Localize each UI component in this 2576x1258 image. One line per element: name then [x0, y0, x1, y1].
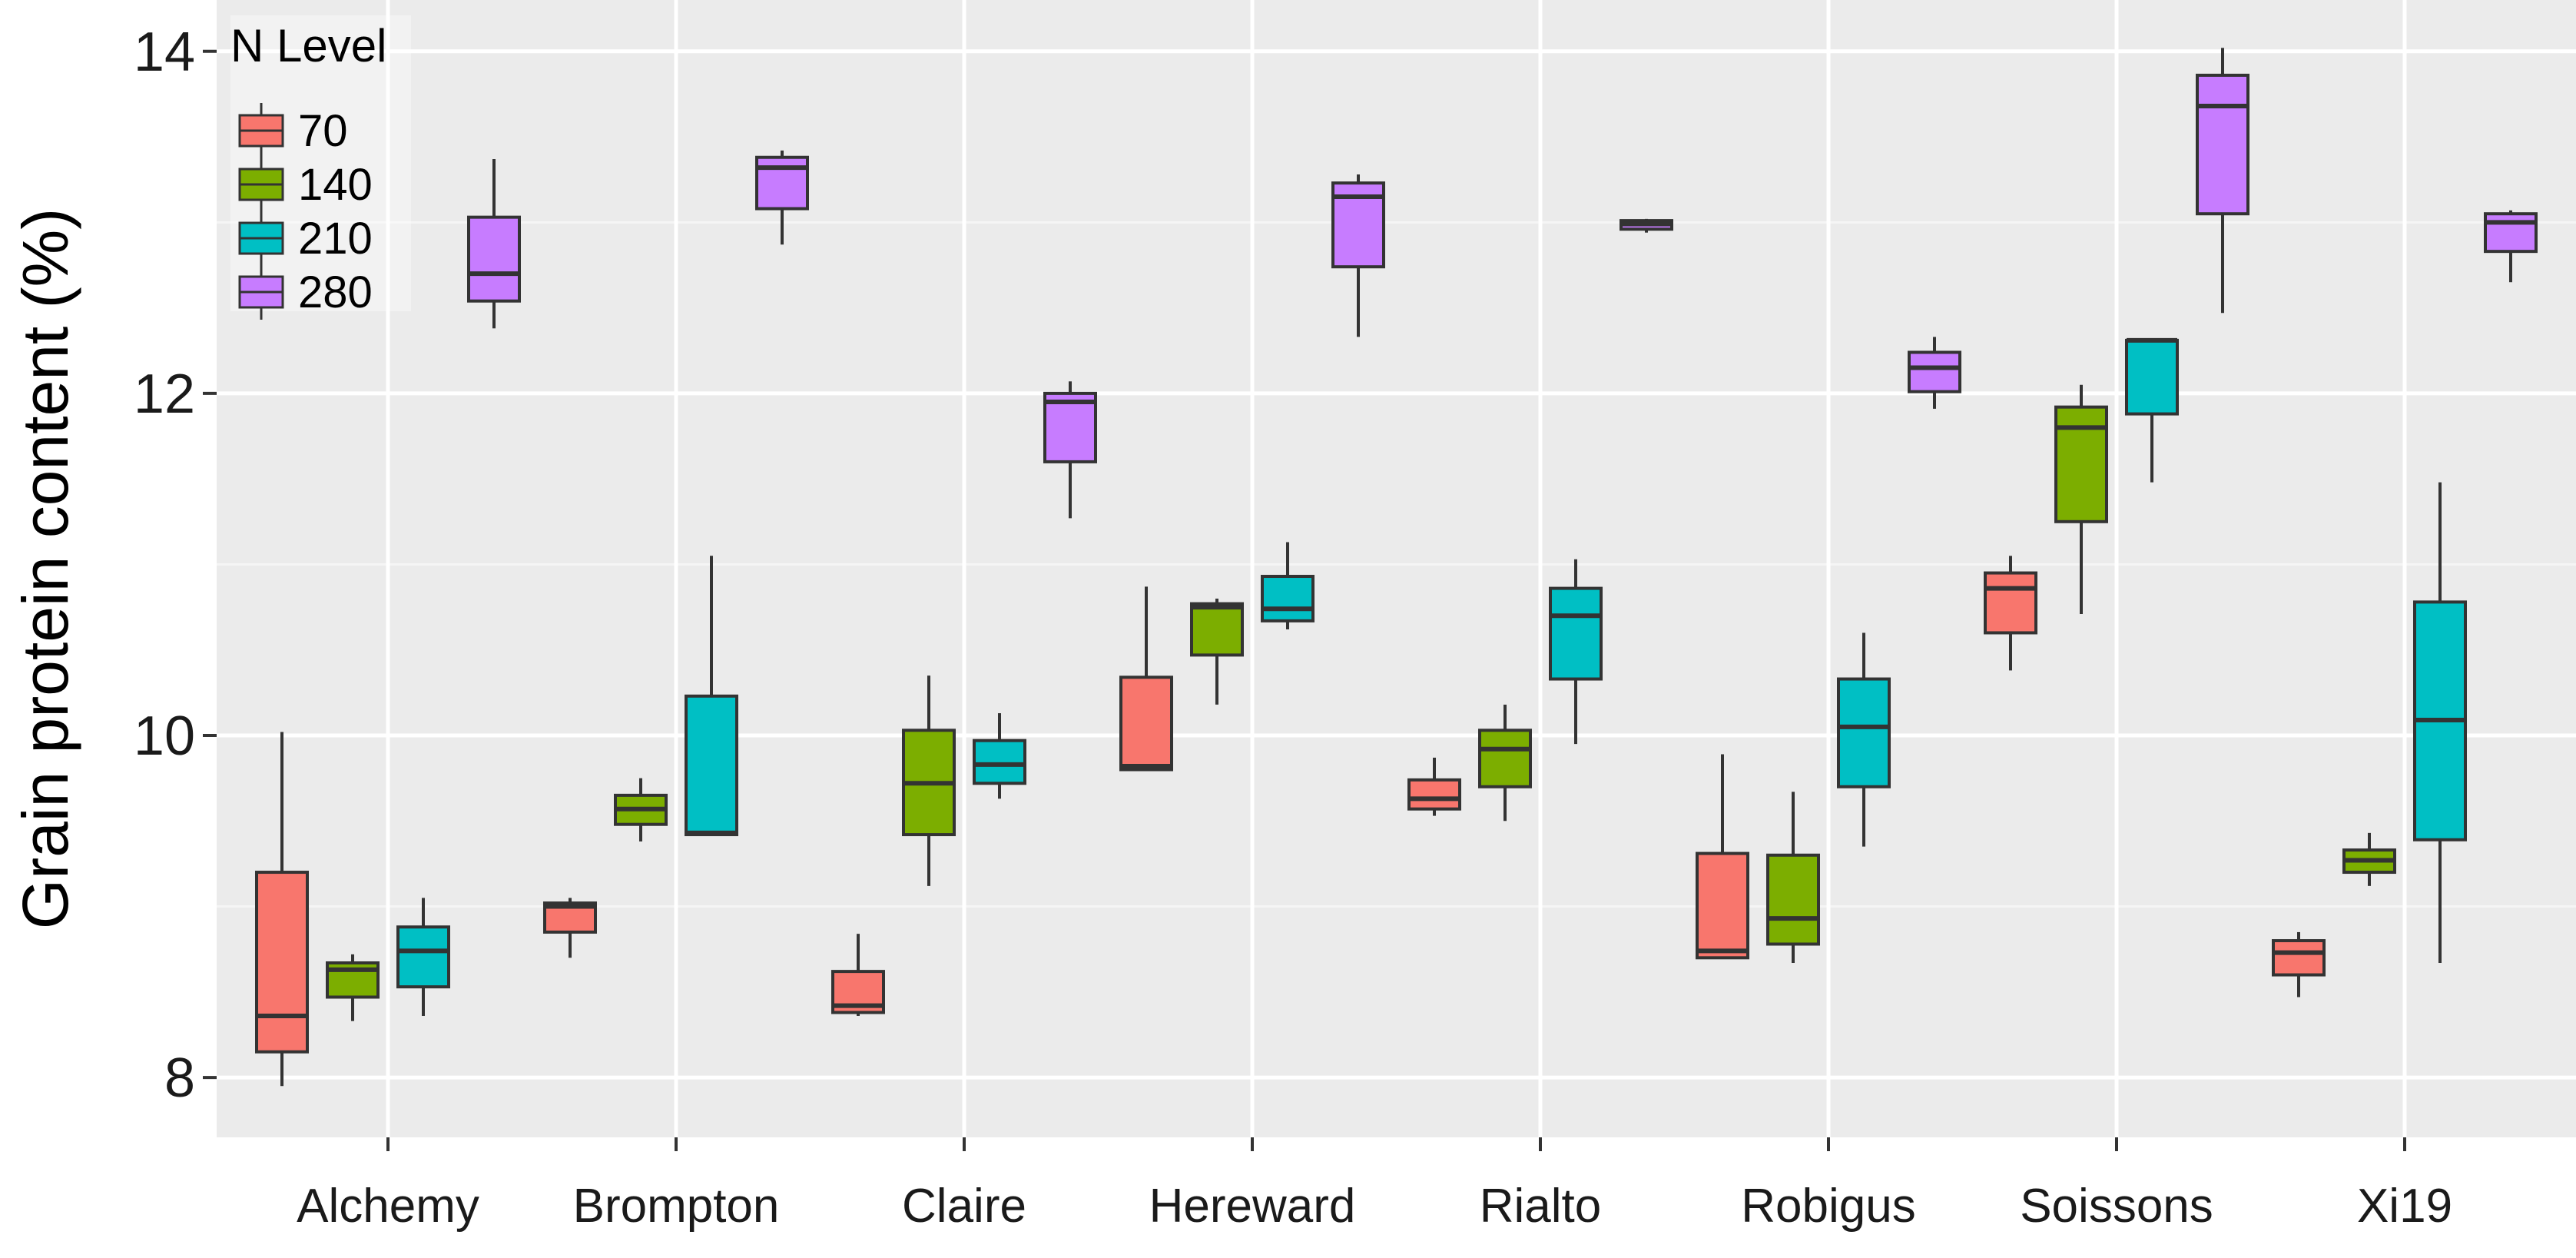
legend-item-210: 210 — [238, 211, 373, 266]
y-tick-label: 10 — [134, 705, 195, 767]
iqr-box — [1696, 851, 1749, 960]
iqr-box — [1261, 575, 1315, 622]
iqr-box — [1766, 853, 1820, 946]
iqr-box — [1837, 677, 1891, 788]
iqr-box — [755, 155, 809, 211]
x-category-label: Alchemy — [297, 1180, 479, 1233]
box-70-robigus — [1696, 754, 1749, 960]
iqr-box — [1407, 778, 1461, 811]
legend-label: 280 — [298, 267, 373, 317]
box-210-claire — [973, 713, 1026, 799]
legend-label: 70 — [298, 106, 348, 156]
box-280-alchemy — [467, 158, 521, 329]
box-140-claire — [902, 675, 956, 886]
y-tick-label: 14 — [134, 22, 195, 83]
grid-layer — [217, 0, 2576, 1137]
y-tick-label: 12 — [134, 363, 195, 425]
iqr-box — [2272, 939, 2326, 977]
y-axis: 8 10 12 14 — [134, 22, 217, 1109]
box-280-rialto — [1620, 218, 1673, 233]
y-axis-title: Grain protein content (%) — [9, 208, 81, 929]
x-category-label: Claire — [902, 1180, 1026, 1233]
iqr-box — [467, 215, 521, 303]
legend-item-70: 70 — [238, 103, 348, 158]
x-category-label: Soissons — [2020, 1180, 2213, 1233]
box-70-soissons — [1984, 556, 2037, 671]
iqr-box — [1908, 350, 1961, 393]
box-210-alchemy — [396, 898, 450, 1016]
legend-label: 140 — [298, 160, 373, 210]
box-70-claire — [831, 934, 885, 1016]
y-tick-label: 8 — [164, 1047, 195, 1109]
box-210-hereward — [1261, 542, 1315, 630]
box-140-xi19 — [2342, 832, 2396, 886]
box-210-brompton — [685, 556, 738, 837]
iqr-box — [255, 871, 309, 1054]
iqr-box — [1190, 602, 1244, 657]
x-category-label: Xi19 — [2357, 1180, 2452, 1233]
x-category-label: Robigus — [1741, 1180, 1915, 1233]
iqr-box — [2196, 73, 2249, 216]
box-70-brompton — [543, 898, 597, 958]
series-140 — [326, 384, 2396, 1021]
box-140-alchemy — [326, 954, 380, 1021]
iqr-box — [1984, 571, 2037, 635]
iqr-box — [2054, 405, 2108, 523]
x-axis: Alchemy Brompton Claire Hereward Rialto Robig… — [297, 1137, 2452, 1233]
series-70 — [255, 556, 2326, 1087]
box-210-rialto — [1549, 559, 1603, 745]
iqr-box — [1119, 675, 1173, 772]
box-70-hereward — [1119, 586, 1173, 772]
box-280-hereward — [1331, 174, 1385, 337]
iqr-box — [1478, 729, 1532, 788]
plot-panel — [217, 0, 2576, 1137]
legend-item-140: 140 — [238, 157, 373, 212]
box-280-claire — [1043, 381, 1097, 519]
box-layer — [255, 48, 2538, 1087]
iqr-box — [685, 694, 738, 837]
legend-item-280: 280 — [238, 264, 373, 320]
box-70-alchemy — [255, 732, 309, 1087]
box-210-robigus — [1837, 632, 1891, 847]
iqr-box — [1043, 391, 1097, 463]
x-category-label: Rialto — [1480, 1180, 1602, 1233]
box-70-xi19 — [2272, 931, 2326, 997]
iqr-box — [396, 925, 450, 989]
box-140-rialto — [1478, 704, 1532, 822]
box-140-robigus — [1766, 792, 1820, 963]
box-280-robigus — [1908, 337, 1961, 409]
box-280-soissons — [2196, 48, 2249, 314]
legend-title: N Level — [230, 20, 386, 71]
iqr-box — [2484, 212, 2538, 254]
series-210 — [396, 337, 2467, 1016]
box-280-brompton — [755, 150, 809, 245]
iqr-box — [2125, 338, 2179, 416]
box-70-rialto — [1407, 757, 1461, 816]
box-140-soissons — [2054, 384, 2108, 614]
box-140-brompton — [614, 778, 668, 841]
iqr-box — [973, 739, 1026, 785]
x-category-label: Brompton — [573, 1180, 780, 1233]
box-140-hereward — [1190, 598, 1244, 705]
box-280-xi19 — [2484, 210, 2538, 283]
legend-label: 210 — [298, 214, 373, 264]
x-category-label: Hereward — [1149, 1180, 1356, 1233]
iqr-box — [1549, 586, 1603, 681]
series-280 — [467, 48, 2538, 519]
box-210-soissons — [2125, 337, 2179, 483]
box-210-xi19 — [2413, 482, 2467, 963]
